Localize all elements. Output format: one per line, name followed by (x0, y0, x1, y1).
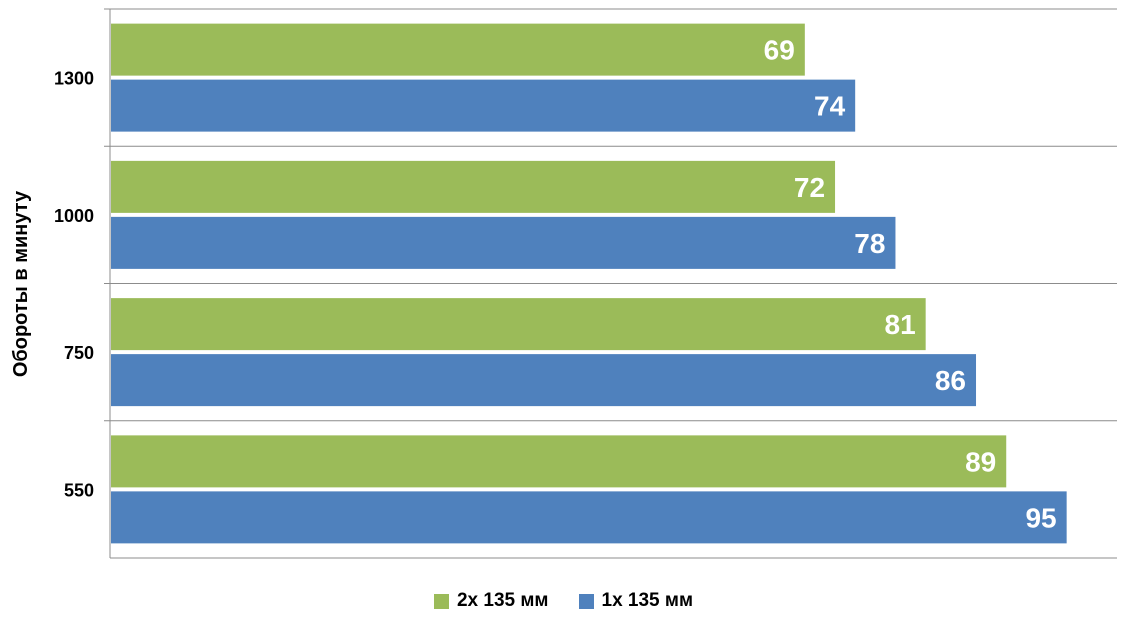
legend-label-series-1: 2x 135 мм (456, 590, 549, 611)
data-label-550-series-1: 89 (965, 446, 996, 477)
category-label-550: 550 (64, 480, 94, 500)
category-label-1300: 1300 (54, 69, 94, 89)
bar-1300-series-1 (111, 23, 805, 76)
legend: 2x 135 мм 1x 135 мм (0, 586, 1127, 616)
data-label-1000-series-1: 72 (794, 172, 825, 203)
bar-1000-series-2 (111, 216, 896, 269)
bars (111, 23, 1067, 544)
legend-swatch-series-2 (578, 593, 594, 609)
data-labels: 69 74 72 78 81 86 89 95 (764, 35, 1057, 534)
data-label-1300-series-2: 74 (814, 91, 846, 122)
bar-550-series-1 (111, 435, 1007, 488)
axis (109, 9, 1117, 559)
legend-item-series-2: 1x 135 мм (578, 590, 694, 612)
bar-550-series-2 (111, 491, 1067, 544)
legend-label-series-2: 1x 135 мм (601, 590, 694, 611)
bar-750-series-2 (111, 354, 977, 407)
y-axis-label: Обороты в минуту (10, 190, 32, 377)
category-label-750: 750 (64, 343, 94, 363)
data-label-1300-series-1: 69 (764, 35, 795, 66)
data-label-550-series-2: 95 (1025, 502, 1056, 533)
bar-1300-series-2 (111, 79, 856, 132)
data-label-1000-series-2: 78 (854, 228, 885, 259)
data-label-750-series-2: 86 (935, 365, 966, 396)
category-label-1000: 1000 (54, 206, 94, 226)
category-labels: 1300 1000 750 550 (54, 69, 94, 501)
grid-lines (104, 8, 1117, 422)
legend-swatch-series-1 (433, 593, 449, 609)
bar-1000-series-1 (111, 160, 836, 213)
data-label-750-series-1: 81 (885, 309, 916, 340)
bar-750-series-1 (111, 298, 926, 351)
legend-item-series-1: 2x 135 мм (433, 590, 549, 612)
